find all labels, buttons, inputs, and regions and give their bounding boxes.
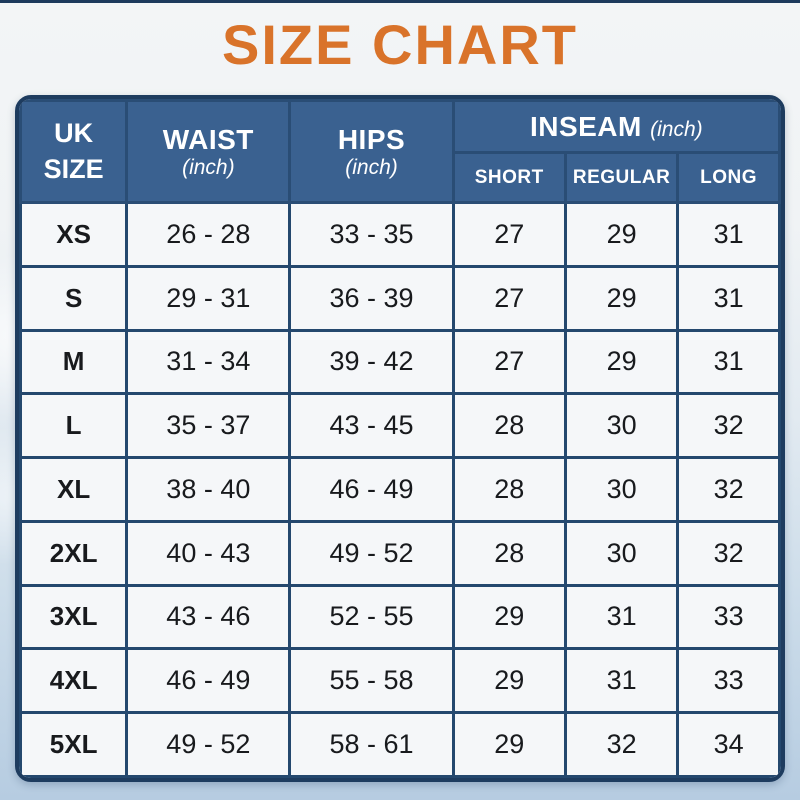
table-row: L 35 - 37 43 - 45 28 30 32	[19, 392, 781, 460]
value-cell: 33 - 35	[288, 201, 455, 268]
value-cell: 32	[676, 456, 781, 523]
table-row: M 31 - 34 39 - 42 27 29 31	[19, 328, 781, 396]
value-cell: 30	[563, 519, 680, 587]
size-chart-table-card: UK SIZE WAIST (inch) HIPS (inch) INSEAM …	[15, 95, 785, 782]
value-cell: 34	[676, 711, 781, 778]
value-cell: 26 - 28	[125, 201, 292, 268]
value-cell: 29 - 31	[125, 264, 292, 332]
value-cell: 27	[451, 264, 567, 332]
table-row: 4XL 46 - 49 55 - 58 29 31 33	[19, 647, 781, 715]
column-header-regular: REGULAR	[563, 151, 680, 204]
value-cell: 55 - 58	[288, 647, 455, 715]
value-cell: 28	[451, 456, 567, 523]
table-row: S 29 - 31 36 - 39 27 29 31	[19, 264, 781, 332]
header-row-inseam-sub: SHORT REGULAR LONG	[21, 151, 781, 204]
waist-label: WAIST	[162, 123, 254, 155]
size-cell: M	[19, 328, 129, 396]
value-cell: 31	[676, 264, 781, 332]
size-cell: S	[19, 264, 129, 332]
value-cell: 29	[451, 583, 567, 651]
top-border-strip	[0, 0, 800, 3]
value-cell: 33	[676, 647, 781, 715]
value-cell: 27	[451, 328, 567, 396]
hips-unit-label: (inch)	[345, 155, 398, 179]
column-header-uk-size: UK SIZE	[19, 99, 129, 204]
column-header-hips: HIPS (inch)	[288, 99, 455, 204]
value-cell: 31	[676, 201, 781, 268]
value-cell: 46 - 49	[125, 647, 292, 715]
size-cell: 2XL	[19, 519, 129, 587]
value-cell: 32	[563, 711, 680, 778]
table-row: 3XL 43 - 46 52 - 55 29 31 33	[19, 583, 781, 651]
value-cell: 35 - 37	[125, 392, 292, 460]
value-cell: 58 - 61	[288, 711, 455, 778]
size-cell: 5XL	[19, 711, 129, 778]
column-header-waist: WAIST (inch)	[125, 99, 292, 204]
size-cell: XL	[19, 456, 129, 523]
value-cell: 29	[451, 647, 567, 715]
inseam-label: INSEAM	[529, 110, 642, 142]
size-cell: XS	[19, 201, 129, 268]
table-body: XS 26 - 28 33 - 35 27 29 31 S 29 - 31 36 - 39 27 2…	[19, 201, 781, 778]
hips-label: HIPS	[337, 123, 406, 155]
value-cell: 31	[563, 647, 680, 715]
uk-size-label-line2: SIZE	[43, 153, 104, 184]
value-cell: 46 - 49	[288, 456, 455, 523]
value-cell: 28	[451, 392, 567, 460]
size-chart-table: UK SIZE WAIST (inch) HIPS (inch) INSEAM …	[19, 99, 781, 778]
value-cell: 28	[451, 519, 567, 587]
size-cell: L	[19, 392, 129, 460]
value-cell: 31	[676, 328, 781, 396]
inseam-unit-label: (inch)	[650, 117, 703, 141]
page-title: SIZE CHART	[222, 13, 578, 76]
value-cell: 30	[563, 456, 680, 523]
size-cell: 3XL	[19, 583, 129, 651]
column-header-long: LONG	[676, 151, 781, 204]
value-cell: 29	[451, 711, 567, 778]
column-header-short: SHORT	[451, 151, 567, 204]
value-cell: 33	[676, 583, 781, 651]
value-cell: 36 - 39	[288, 264, 455, 332]
value-cell: 32	[676, 519, 781, 587]
value-cell: 31 - 34	[125, 328, 292, 396]
value-cell: 38 - 40	[125, 456, 292, 523]
value-cell: 49 - 52	[125, 711, 292, 778]
uk-size-label-line1: UK	[54, 118, 94, 149]
table-row: 2XL 40 - 43 49 - 52 28 30 32	[19, 519, 781, 587]
table-row: 5XL 49 - 52 58 - 61 29 32 34	[19, 711, 781, 778]
value-cell: 30	[563, 392, 680, 460]
value-cell: 43 - 45	[288, 392, 455, 460]
value-cell: 52 - 55	[288, 583, 455, 651]
table-row: XS 26 - 28 33 - 35 27 29 31	[19, 201, 781, 268]
column-header-inseam: INSEAM (inch)	[451, 99, 781, 154]
size-cell: 4XL	[19, 647, 129, 715]
value-cell: 32	[676, 392, 781, 460]
value-cell: 49 - 52	[288, 519, 455, 587]
value-cell: 29	[563, 328, 680, 396]
value-cell: 31	[563, 583, 680, 651]
table-row: XL 38 - 40 46 - 49 28 30 32	[19, 456, 781, 523]
table-header: UK SIZE WAIST (inch) HIPS (inch) INSEAM …	[19, 99, 781, 204]
waist-unit-label: (inch)	[182, 155, 235, 179]
value-cell: 40 - 43	[125, 519, 292, 587]
header-row-main: UK SIZE WAIST (inch) HIPS (inch) INSEAM …	[19, 99, 781, 204]
value-cell: 29	[563, 201, 680, 268]
value-cell: 27	[451, 201, 567, 268]
value-cell: 29	[563, 264, 680, 332]
value-cell: 39 - 42	[288, 328, 455, 396]
value-cell: 43 - 46	[125, 583, 292, 651]
